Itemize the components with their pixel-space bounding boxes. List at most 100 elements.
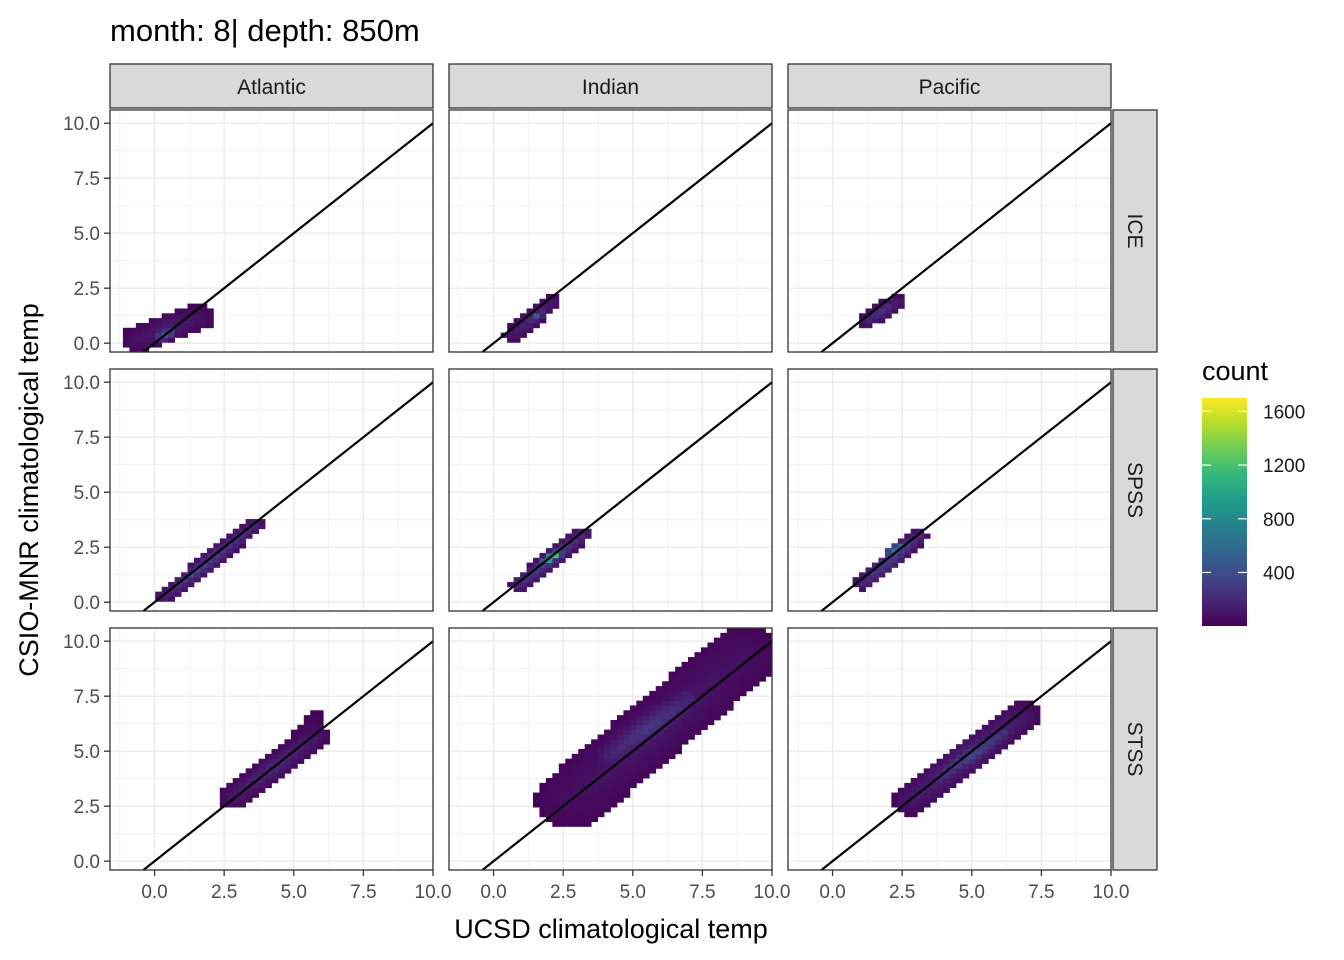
heatmap-cell <box>584 792 592 798</box>
heatmap-cell <box>232 787 240 793</box>
heatmap-cell <box>558 787 566 793</box>
heatmap-cell <box>726 681 734 687</box>
heatmap-cell <box>871 313 879 319</box>
panel-border <box>109 627 434 871</box>
heatmap-cell <box>943 787 950 793</box>
heatmap-cell <box>629 778 637 784</box>
heatmap-cell <box>700 715 708 721</box>
heatmap-cell <box>668 690 676 697</box>
heatmap-cell <box>591 807 598 813</box>
heatmap-cell <box>988 719 996 726</box>
heatmap-cell <box>245 787 253 793</box>
identity-line <box>142 640 434 871</box>
heatmap-cell <box>526 322 534 329</box>
strip-background <box>1112 109 1158 353</box>
heatmap-cell <box>219 802 227 808</box>
heatmap-cell <box>726 628 734 634</box>
heatmap-cell <box>765 637 773 643</box>
heatmap-cell <box>597 739 605 745</box>
heatmap-cell <box>649 700 657 706</box>
heatmap-cell <box>891 797 899 803</box>
heatmap-cell <box>649 758 657 764</box>
heatmap-cell <box>713 710 721 716</box>
x-tick-label: 10.0 <box>415 882 452 903</box>
heatmap-cell <box>642 773 650 779</box>
heatmap-cell <box>161 596 169 602</box>
heatmap-cell <box>277 768 285 774</box>
heatmap-cell <box>591 758 598 764</box>
heatmap-cell <box>884 557 892 563</box>
heatmap-cell <box>917 802 925 808</box>
heatmap-cell <box>258 782 266 789</box>
panel-border <box>787 109 1112 353</box>
heatmap-cell <box>713 637 721 643</box>
heatmap-cell <box>733 681 741 687</box>
heatmap-cell <box>623 778 631 784</box>
heatmap-cell <box>297 758 305 764</box>
heatmap-cell <box>859 322 866 329</box>
heatmap-cell <box>545 308 553 314</box>
heatmap-cell <box>1014 710 1021 716</box>
facet-panels: 0.0 2.5 5.0 7.5 10.0 0.0 2.5 5.0 7.5 10.0 0.0 2.5 5.… <box>63 63 1158 903</box>
heatmap-cell <box>558 543 566 549</box>
heatmap-cell <box>161 337 169 343</box>
heatmap-cell <box>1001 719 1009 726</box>
heatmap-cell <box>323 729 331 735</box>
heatmap-cell <box>949 758 957 764</box>
heatmap-cell <box>1001 744 1009 750</box>
heatmap-cell <box>681 729 689 735</box>
heatmap-cell <box>897 787 905 793</box>
heatmap-cell <box>219 543 227 549</box>
heatmap-cell <box>161 327 169 334</box>
heatmap-cell <box>943 773 950 779</box>
heatmap-cell <box>539 562 547 568</box>
heatmap-cell <box>604 773 611 779</box>
heatmap-cell <box>897 797 905 803</box>
heatmap-cell <box>713 657 721 663</box>
heatmap-cell <box>591 787 598 793</box>
heatmap-cell <box>584 797 592 803</box>
identity-line <box>481 122 773 353</box>
heatmap-cell <box>733 671 741 677</box>
heatmap-cell <box>578 773 586 779</box>
heatmap-cell <box>187 322 195 329</box>
heatmap-cell <box>604 802 611 808</box>
heatmap-cell <box>174 591 182 597</box>
heatmap-cell <box>1027 724 1034 731</box>
heatmap-cell <box>713 652 721 658</box>
heatmap-cell <box>759 676 766 682</box>
heatmap-cell <box>226 538 234 544</box>
legend-break-label: 400 <box>1263 563 1295 584</box>
heatmap-cell <box>675 690 682 697</box>
heatmap-cell <box>135 337 143 343</box>
heatmap-cell <box>629 729 637 735</box>
heatmap-cell <box>610 782 618 789</box>
heatmap-cell <box>539 572 547 578</box>
heatmap-cell <box>917 533 925 539</box>
heatmap-cell <box>578 821 586 827</box>
heatmap-cell <box>688 715 695 721</box>
heatmap-cell <box>310 710 318 716</box>
heatmap-cell <box>700 700 708 706</box>
heatmap-cell <box>668 734 676 740</box>
strip-background <box>1112 627 1158 871</box>
heatmap-cell <box>181 332 188 338</box>
legend-break-label: 1200 <box>1263 456 1305 477</box>
heatmap-cell <box>752 642 760 648</box>
heatmap-cell <box>539 308 547 314</box>
heatmap-cell <box>513 332 521 338</box>
heatmap-cell <box>1033 705 1041 711</box>
heatmap-cell <box>539 552 547 559</box>
heatmap-cell <box>1001 724 1009 731</box>
heatmap-cell <box>584 528 592 534</box>
heatmap-cell <box>871 572 879 578</box>
heatmap-cell <box>558 821 566 827</box>
heatmap-cell <box>552 557 560 563</box>
heatmap-cell <box>897 552 905 559</box>
heatmap-cell <box>616 792 624 798</box>
heatmap-cell <box>662 744 670 750</box>
heatmap-cell <box>955 778 963 784</box>
heatmap-cell <box>239 797 247 803</box>
heatmap-cell <box>303 749 311 755</box>
